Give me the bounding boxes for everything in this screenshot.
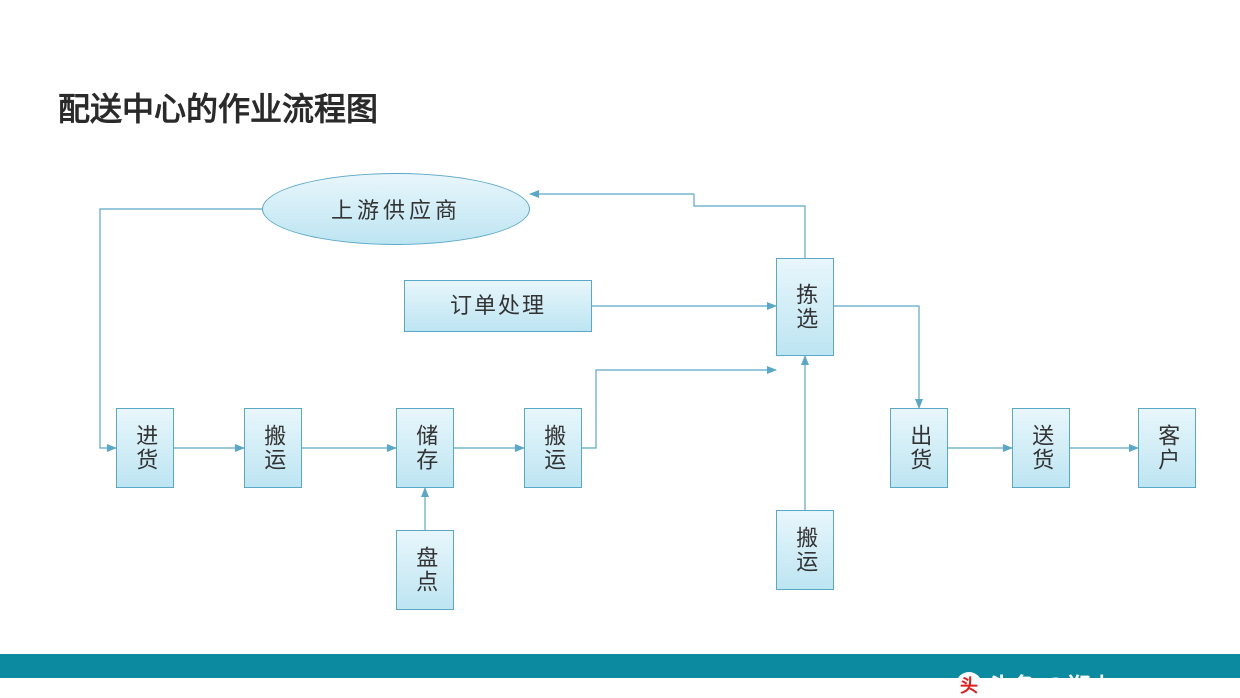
node-order: 订单处理 [404, 280, 592, 332]
watermark: 头 头条 @郑少PPT [956, 667, 1161, 698]
node-ship: 出货 [890, 408, 948, 488]
node-pick-label: 拣选 [792, 283, 818, 331]
node-move3-label: 搬运 [792, 526, 818, 574]
node-inventory: 盘点 [396, 530, 454, 610]
node-store: 储存 [396, 408, 454, 488]
node-move1-label: 搬运 [260, 424, 286, 472]
slide-title: 配送中心的作业流程图 [58, 84, 378, 130]
watermark-icon: 头 [956, 672, 982, 698]
edge-8 [694, 194, 805, 258]
node-move1: 搬运 [244, 408, 302, 488]
node-customer: 客户 [1138, 408, 1196, 488]
edge-10 [834, 306, 919, 408]
node-receive: 进货 [116, 408, 174, 488]
slide-root: { "title": { "text": "配送中心的作业流程图", "x": … [0, 0, 1240, 698]
node-supplier: 上游供应商 [262, 173, 530, 245]
node-customer-label: 客户 [1154, 424, 1180, 472]
node-inventory-label: 盘点 [412, 546, 438, 594]
edge-5 [582, 370, 776, 448]
node-ship-label: 出货 [906, 424, 932, 472]
watermark-text: 头条 @郑少PPT [988, 667, 1161, 698]
node-deliver: 送货 [1012, 408, 1070, 488]
node-move3: 搬运 [776, 510, 834, 590]
node-receive-label: 进货 [132, 424, 158, 472]
node-deliver-label: 送货 [1028, 424, 1054, 472]
node-move2: 搬运 [524, 408, 582, 488]
node-store-label: 储存 [412, 424, 438, 472]
node-order-label: 订单处理 [450, 293, 546, 319]
node-pick: 拣选 [776, 258, 834, 356]
node-supplier-label: 上游供应商 [331, 193, 461, 225]
node-move2-label: 搬运 [540, 424, 566, 472]
